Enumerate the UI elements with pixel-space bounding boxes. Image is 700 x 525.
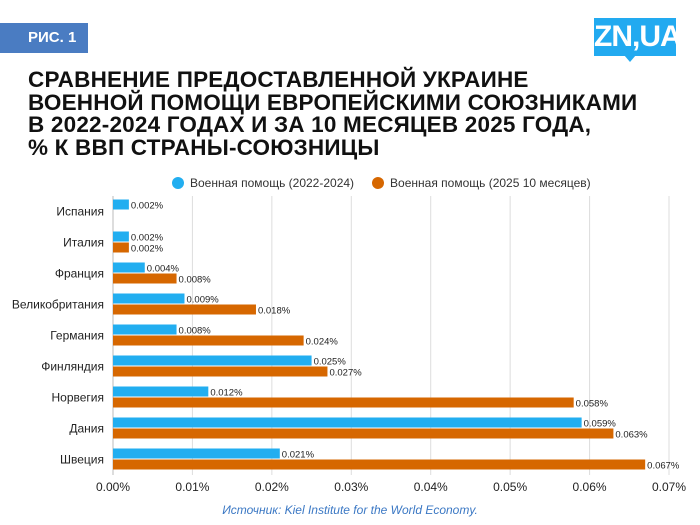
bar (113, 324, 177, 335)
legend-label: Военная помощь (2025 10 месяцев) (390, 176, 591, 190)
data-label: 0.021% (282, 450, 315, 461)
data-label: 0.024% (306, 337, 339, 348)
title-line: СРАВНЕНИЕ ПРЕДОСТАВЛЕННОЙ УКРАИНЕ (28, 67, 529, 92)
data-label: 0.067% (647, 461, 680, 472)
bar (113, 428, 614, 439)
bar (113, 199, 129, 210)
category-label: Дания (69, 422, 104, 436)
x-tick-label: 0.07% (652, 480, 686, 494)
data-label: 0.008% (179, 275, 212, 286)
category-label: Испания (56, 205, 104, 219)
legend-label: Военная помощь (2022-2024) (190, 176, 355, 190)
bar (113, 262, 145, 273)
bar (113, 304, 256, 315)
category-label: Норвегия (51, 391, 104, 405)
legend-dot (372, 177, 385, 189)
bar (113, 242, 129, 253)
logo: ZN,UA (594, 18, 682, 62)
x-tick-label: 0.05% (493, 480, 527, 494)
category-label: Финляндия (41, 360, 104, 374)
data-label: 0.018% (258, 306, 291, 317)
data-label: 0.012% (210, 388, 243, 399)
data-label: 0.059% (584, 419, 617, 430)
x-tick-label: 0.04% (414, 480, 448, 494)
data-label: 0.009% (186, 295, 219, 306)
legend-item: Военная помощь (2022-2024) (172, 176, 354, 190)
bar (113, 397, 574, 408)
x-tick-label: 0.02% (255, 480, 289, 494)
bar (113, 293, 185, 304)
figure-badge: РИС. 1 (0, 23, 88, 53)
data-label: 0.058% (576, 399, 609, 410)
category-label: Италия (63, 236, 104, 250)
data-label: 0.063% (615, 430, 648, 441)
data-label: 0.002% (131, 233, 164, 244)
legend-dot (172, 177, 184, 189)
title-line: ВОЕННОЙ ПОМОЩИ ЕВРОПЕЙСКИМИ СОЮЗНИКАМИ (28, 89, 638, 115)
data-label: 0.008% (179, 326, 212, 337)
bar (113, 448, 280, 459)
bar (113, 273, 177, 284)
source-note: Источник: Kiel Institute for the World E… (222, 503, 478, 517)
data-label: 0.025% (314, 357, 347, 368)
x-tick-label: 0.06% (573, 480, 607, 494)
x-tick-label: 0.01% (175, 480, 209, 494)
data-label: 0.004% (147, 264, 180, 275)
category-label: Германия (50, 329, 104, 343)
title-line: % К ВВП СТРАНЫ-СОЮЗНИЦЫ (28, 134, 380, 160)
bar (113, 417, 582, 428)
x-tick-label: 0.03% (334, 480, 368, 494)
bar (113, 459, 646, 470)
data-label: 0.002% (131, 244, 164, 255)
title-line: В 2022-2024 ГОДАХ И ЗА 10 МЕСЯЦЕВ 2025 Г… (28, 112, 592, 137)
data-label: 0.027% (329, 368, 362, 379)
category-label: Швеция (60, 453, 104, 467)
bar (113, 386, 209, 397)
bar (113, 231, 129, 242)
bar (113, 355, 312, 366)
category-label: Великобритания (12, 298, 104, 312)
category-label: Франция (55, 267, 104, 281)
chart-title: СРАВНЕНИЕ ПРЕДОСТАВЛЕННОЙ УКРАИНЕ ВОЕННО… (28, 67, 698, 160)
x-tick-label: 0.00% (96, 480, 130, 494)
bar (113, 335, 304, 346)
data-label: 0.002% (131, 201, 164, 212)
legend: Военная помощь (2022-2024) Военная помощ… (172, 176, 591, 190)
bar (113, 366, 328, 377)
legend-item: Военная помощь (2025 10 месяцев) (372, 176, 591, 190)
